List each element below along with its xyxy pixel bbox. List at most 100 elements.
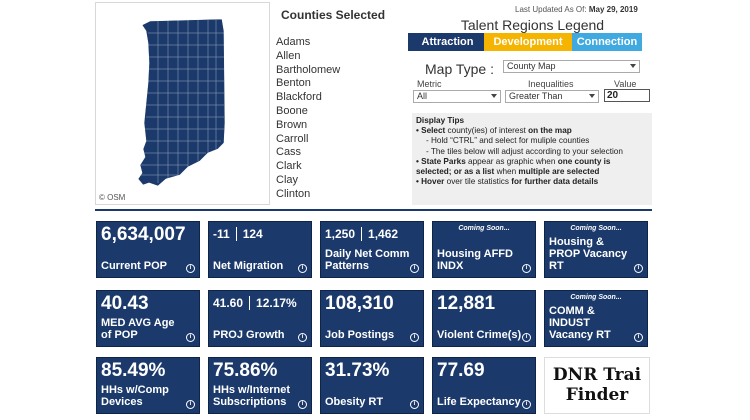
tips-title: Display Tips xyxy=(416,116,465,125)
tip-text: • Hover xyxy=(416,177,445,187)
tile-value: 85.49% xyxy=(101,360,166,381)
tile-daily-net-comm[interactable]: 1,250 1,462 Daily Net Comm Patterns i xyxy=(320,221,424,278)
metric-value: All xyxy=(417,91,428,101)
tile-label: Housing AFFD INDX xyxy=(437,248,513,272)
tile-hh-comp[interactable]: 85.49% HHs w/Comp Devices i xyxy=(96,357,200,414)
legend-title: Talent Regions Legend xyxy=(460,17,605,33)
county-list-item[interactable]: Brown xyxy=(276,118,308,131)
county-list-item[interactable]: Clinton xyxy=(276,187,311,200)
info-icon[interactable]: i xyxy=(186,333,195,342)
indiana-county-map[interactable]: © OSM xyxy=(95,2,270,205)
dnr-line-1: DNR Trai xyxy=(552,365,642,385)
tile-label: MED AVG Age of POP xyxy=(101,317,175,341)
county-list[interactable]: Adams Allen Bartholomew Benton Blackford… xyxy=(276,36,406,202)
tile-value-b: 124 xyxy=(242,227,263,241)
info-icon[interactable]: i xyxy=(186,400,195,409)
tile-label: Job Postings xyxy=(325,329,395,341)
tile-value-pair: -11 124 xyxy=(213,227,307,241)
tip-select: • Select county(ies) of interest on the … xyxy=(416,126,648,136)
inequalities-select[interactable]: Greater Than xyxy=(505,90,599,103)
legend-attraction[interactable]: Attraction xyxy=(411,33,485,51)
indiana-map-graphic[interactable] xyxy=(96,3,271,206)
county-list-item[interactable]: Carroll xyxy=(276,132,309,145)
tile-violent-crime[interactable]: 12,881 Violent Crime(s) i xyxy=(432,290,536,347)
info-icon[interactable]: i xyxy=(410,333,419,342)
tip-tiles: - The tiles below will adjust according … xyxy=(426,146,623,156)
map-attribution[interactable]: © OSM xyxy=(99,193,126,202)
county-list-item[interactable]: Blackford xyxy=(276,91,322,104)
county-list-item[interactable]: Benton xyxy=(276,77,311,90)
value-separator xyxy=(235,227,237,241)
tile-obesity[interactable]: 31.73% Obesity RT i xyxy=(320,357,424,414)
county-list-item[interactable]: Allen xyxy=(276,49,301,62)
tile-net-migration[interactable]: -11 124 Net Migration i xyxy=(208,221,312,278)
tile-label: Housing & PROP Vacancy RT xyxy=(549,236,628,272)
tile-value-b: 12.17% xyxy=(256,296,297,310)
coming-soon-text: Coming Soon... xyxy=(570,294,622,301)
tip-text: ; or as a list xyxy=(448,167,497,177)
dnr-trail-finder[interactable]: DNR Trai Finder xyxy=(544,357,650,414)
coming-soon-text: Coming Soon... xyxy=(458,225,510,232)
tile-med-age[interactable]: 40.43 MED AVG Age of POP i xyxy=(96,290,200,347)
value-separator xyxy=(249,296,251,310)
info-icon[interactable]: i xyxy=(634,264,643,273)
info-icon[interactable]: i xyxy=(410,400,419,409)
tip-text: on the map xyxy=(528,126,572,136)
tile-label: Obesity RT xyxy=(325,396,384,408)
tile-label: Life Expectancy xyxy=(437,396,521,408)
tile-comm-indust[interactable]: Coming Soon... COMM & INDUST Vacancy RT … xyxy=(544,290,648,347)
info-icon[interactable]: i xyxy=(298,264,307,273)
tip-text: multiple are selected xyxy=(518,167,600,177)
legend-development[interactable]: Development xyxy=(484,33,572,51)
info-icon[interactable]: i xyxy=(634,333,643,342)
county-list-item[interactable]: Clay xyxy=(276,173,299,186)
value-input[interactable]: 20 xyxy=(604,89,650,102)
tile-housing-affd[interactable]: Coming Soon... Housing AFFD INDX i xyxy=(432,221,536,278)
county-list-item[interactable]: Clark xyxy=(276,160,302,173)
tile-value: 6,634,007 xyxy=(101,224,186,245)
tile-label: HHs w/Internet Subscriptions xyxy=(213,384,291,408)
tile-value-a: 1,250 xyxy=(325,227,356,241)
tile-hh-internet[interactable]: 75.86% HHs w/Internet Subscriptions i xyxy=(208,357,312,414)
tip-text: one county is selected xyxy=(416,156,611,177)
county-list-item[interactable]: Adams xyxy=(276,36,311,48)
tile-value-a: -11 xyxy=(213,227,230,241)
tile-life-expectancy[interactable]: 77.69 Life Expectancy i xyxy=(432,357,536,414)
tip-ctrl: - Hold “CTRL” and select for muliple cou… xyxy=(426,136,590,146)
info-icon[interactable]: i xyxy=(186,264,195,273)
tile-value: 108,310 xyxy=(325,293,394,314)
tile-value: 40.43 xyxy=(101,293,149,314)
tile-value-pair: 1,250 1,462 xyxy=(325,227,419,241)
tile-housing-prop[interactable]: Coming Soon... Housing & PROP Vacancy RT… xyxy=(544,221,648,278)
county-list-item[interactable]: Cass xyxy=(276,146,302,159)
tile-current-pop[interactable]: 6,634,007 Current POP i xyxy=(96,221,200,278)
tile-label: Net Migration xyxy=(213,260,284,272)
map-type-value: County Map xyxy=(507,61,556,71)
metric-select[interactable]: All xyxy=(413,90,501,103)
legend-connection[interactable]: Connection xyxy=(571,33,642,51)
tile-proj-growth[interactable]: 41.60 12.17% PROJ Growth i xyxy=(208,290,312,347)
dnr-line-2: Finder xyxy=(565,385,629,405)
tip-text: • Select xyxy=(416,126,446,136)
info-icon[interactable]: i xyxy=(522,400,531,409)
tile-job-postings[interactable]: 108,310 Job Postings i xyxy=(320,290,424,347)
last-updated-value: May 29, 2019 xyxy=(588,5,638,14)
counties-selected-panel: Counties Selected Adams Allen Bartholome… xyxy=(276,8,406,202)
last-updated-label: Last Updated As Of: xyxy=(515,5,587,14)
indiana-state-shape[interactable] xyxy=(137,18,226,187)
map-type-select[interactable]: County Map xyxy=(503,60,640,73)
tip-text: over tile statistics xyxy=(444,177,512,187)
county-list-item[interactable]: Boone xyxy=(276,104,308,117)
county-list-item[interactable]: Bartholomew xyxy=(276,63,341,76)
info-icon[interactable]: i xyxy=(410,264,419,273)
value-label: Value xyxy=(614,79,637,89)
info-icon[interactable]: i xyxy=(522,333,531,342)
talent-regions-legend: Attraction Development Connection xyxy=(408,33,642,51)
tip-state-parks: • State Parks appear as graphic when one… xyxy=(416,157,648,177)
tip-text: county(ies) of interest xyxy=(445,126,529,136)
info-icon[interactable]: i xyxy=(522,264,531,273)
info-icon[interactable]: i xyxy=(298,333,307,342)
counties-selected-title: Counties Selected xyxy=(281,8,386,22)
info-icon[interactable]: i xyxy=(298,400,307,409)
tip-text: • State Parks xyxy=(416,156,466,166)
